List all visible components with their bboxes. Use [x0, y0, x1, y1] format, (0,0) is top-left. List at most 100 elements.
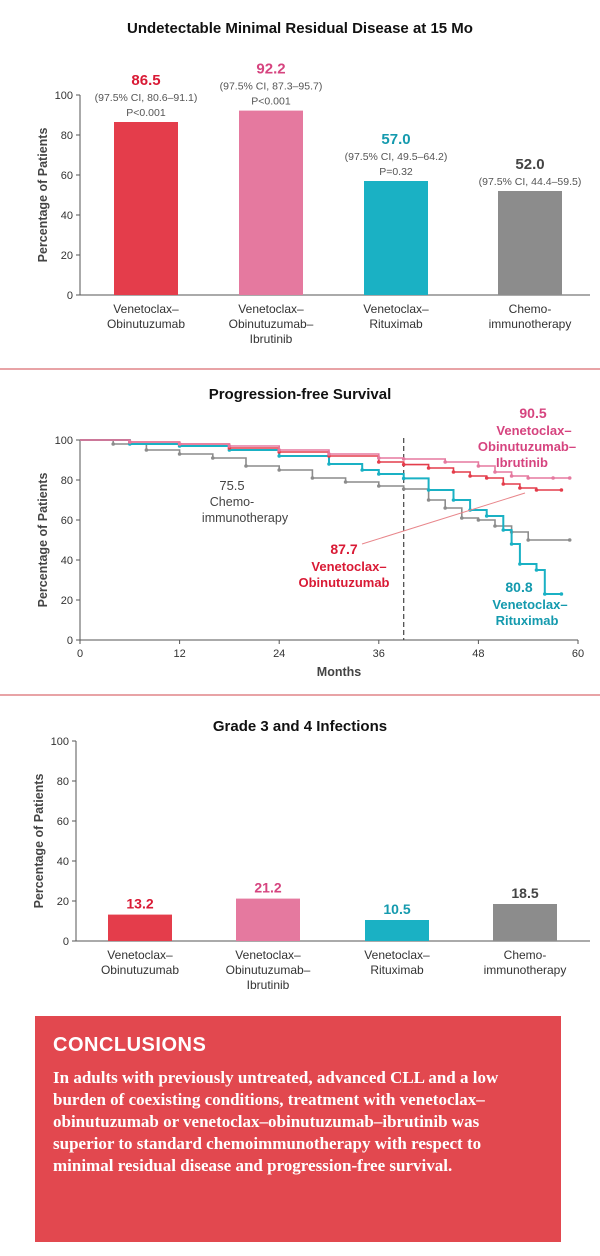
x-tick-label: 12: [173, 648, 185, 660]
censor-mark-voi: [493, 470, 497, 474]
category-label: immunotherapy: [484, 963, 567, 977]
censor-mark-chemo: [211, 456, 215, 460]
category-label: Rituximab: [369, 317, 423, 331]
y-axis-label: Percentage of Patients: [32, 774, 46, 909]
category-label: immunotherapy: [489, 317, 572, 331]
chemo-name-label: immunotherapy: [202, 511, 289, 525]
censor-mark-vo: [534, 488, 539, 492]
censor-mark-vr: [426, 488, 431, 492]
bar-vr: [364, 181, 428, 295]
censor-mark-chemo: [567, 538, 572, 542]
censor-mark-voi: [551, 476, 555, 480]
voi-value-label: 90.5: [519, 405, 546, 421]
censor-mark-chemo: [401, 487, 406, 491]
censor-mark-chemo: [526, 538, 530, 542]
y-tick-label: 60: [61, 170, 73, 182]
censor-mark-vo: [518, 486, 522, 490]
category-label: Obinutuzumab–: [229, 317, 314, 331]
y-tick-label: 100: [55, 435, 73, 447]
conclusions-heading: CONCLUSIONS: [53, 1034, 207, 1056]
censor-mark-vr: [501, 528, 506, 532]
category-label: Venetoclax–: [113, 302, 179, 316]
category-label: Venetoclax–: [364, 948, 430, 962]
y-tick-label: 60: [61, 515, 73, 527]
pfs-chart-title: Progression-free Survival: [208, 386, 392, 403]
vr-name-label: Venetoclax–: [492, 597, 567, 612]
bar-value-label: 13.2: [126, 896, 153, 912]
bar-voi: [239, 110, 303, 295]
category-label: Venetoclax–: [235, 948, 301, 962]
censor-mark-voi: [401, 457, 406, 461]
censor-mark-chemo: [177, 452, 182, 456]
vo-name-label: Venetoclax–: [311, 559, 386, 574]
pfs-line-chart: 0 20 40 60 80 100 0 12 24 36 48 60 Months Percentage …: [36, 405, 584, 679]
censor-mark-vo: [451, 470, 456, 474]
x-axis-label: Months: [317, 665, 361, 679]
conclusions-text: In adults with previously untreated, adv…: [53, 1068, 499, 1175]
censor-mark-vo: [401, 462, 406, 467]
x-tick-label: 60: [572, 648, 584, 660]
censor-mark-vr: [484, 514, 489, 518]
censor-mark-voi: [476, 464, 481, 468]
voi-name-label: Venetoclax–: [496, 423, 571, 438]
censor-mark-vr: [559, 592, 564, 596]
censor-mark-vo: [501, 482, 506, 486]
y-tick-label: 80: [57, 776, 69, 788]
mrd-chart-title: Undetectable Minimal Residual Disease at…: [127, 20, 473, 37]
voi-name-label: Ibrutinib: [496, 455, 548, 470]
y-tick-label: 40: [61, 210, 73, 222]
category-label: Venetoclax–: [238, 302, 304, 316]
vo-value-label: 87.7: [330, 541, 357, 557]
y-tick-label: 100: [55, 90, 73, 102]
censor-mark-voi: [526, 476, 530, 480]
chemo-value-label: 75.5: [219, 478, 244, 493]
censor-mark-vo: [377, 460, 381, 464]
y-tick-label: 80: [61, 475, 73, 487]
y-tick-label: 60: [57, 816, 69, 828]
chemo-name-label: Chemo-: [210, 495, 254, 509]
censor-mark-vr: [543, 592, 547, 596]
censor-mark-vr: [401, 476, 406, 481]
p-value-label: P<0.001: [126, 107, 166, 119]
censor-mark-voi: [567, 476, 572, 480]
censor-mark-vr: [534, 568, 539, 572]
vo-name-label: Obinutuzumab: [299, 575, 390, 590]
y-tick-label: 40: [61, 555, 73, 567]
censor-mark-vr: [277, 454, 282, 458]
category-label: Venetoclax–: [363, 302, 429, 316]
censor-mark-voi: [128, 440, 132, 444]
censor-mark-vr: [509, 542, 514, 546]
censor-mark-voi: [177, 442, 182, 446]
censor-mark-chemo: [343, 480, 348, 484]
bar-vr: [365, 920, 429, 941]
voi-name-label: Obinutuzumab–: [478, 439, 576, 454]
vr-value-label: 80.8: [505, 579, 532, 595]
bar-value-label: 92.2: [256, 61, 285, 78]
censor-mark-vr: [518, 562, 522, 566]
category-label: Obinutuzumab–: [226, 963, 311, 977]
censor-mark-voi: [227, 444, 232, 448]
vr-name-label: Rituximab: [496, 613, 559, 628]
y-tick-label: 0: [67, 635, 73, 647]
infections-chart-title: Grade 3 and 4 Infections: [212, 718, 388, 735]
y-tick-label: 40: [57, 856, 69, 868]
conclusions-box: CONCLUSIONS In adults with previously un…: [35, 1016, 561, 1242]
censor-mark-vo: [559, 488, 564, 492]
censor-mark-chemo: [277, 468, 282, 472]
censor-mark-chemo: [144, 448, 149, 452]
censor-mark-vr: [451, 498, 456, 502]
censor-mark-vr: [360, 468, 365, 472]
category-label: Chemo-: [509, 302, 552, 316]
category-label: Ibrutinib: [250, 332, 293, 346]
censor-mark-vo: [484, 476, 489, 480]
section-divider-2: [0, 694, 600, 696]
category-label: Obinutuzumab: [107, 317, 185, 331]
censor-mark-vr: [377, 472, 381, 476]
censor-mark-chemo: [111, 442, 115, 446]
vo-leader-line: [361, 492, 526, 545]
p-value-label: P<0.001: [251, 96, 291, 108]
x-tick-label: 36: [373, 648, 385, 660]
bar-vo: [114, 122, 178, 295]
bar-value-label: 10.5: [383, 901, 410, 917]
censor-mark-vo: [468, 474, 472, 478]
